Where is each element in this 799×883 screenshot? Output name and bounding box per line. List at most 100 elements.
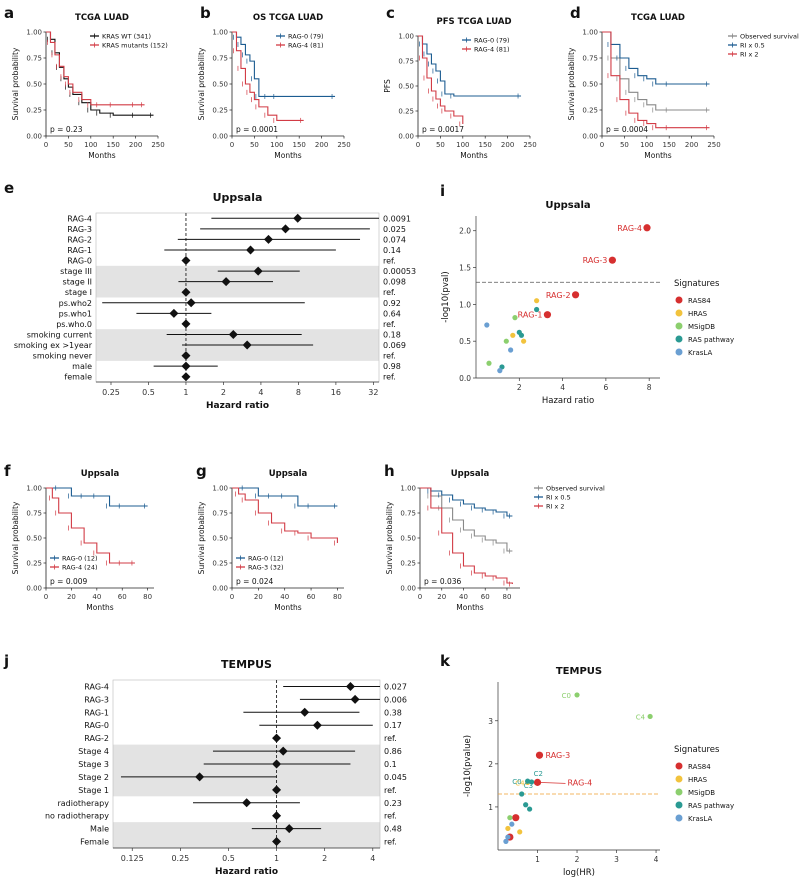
legend-label: MSigDB <box>688 789 715 797</box>
row-label: RAG-1 <box>84 708 109 717</box>
y-tick-label: 0.75 <box>398 58 414 66</box>
row-label: RAG-2 <box>84 734 109 743</box>
x-tick-label: 0 <box>230 593 234 601</box>
data-point <box>534 306 540 313</box>
legend-title: Signatures <box>674 279 720 289</box>
row-label: RAG-4 <box>84 682 109 691</box>
y-tick-label: 0.00 <box>212 585 228 593</box>
data-point <box>527 806 533 812</box>
data-point <box>521 338 527 344</box>
km-panel-b: b OS TCGA LUAD 0 50 100 150 200 250 0.00 0.25 0.50… <box>197 4 351 160</box>
legend-label: RAG-3 (32) <box>248 564 284 572</box>
row-pvalue: 0.86 <box>384 747 402 756</box>
row-band <box>113 744 380 797</box>
row-pvalue: 0.18 <box>383 330 401 339</box>
row-pvalue: ref. <box>384 786 397 795</box>
row-pvalue: 0.00053 <box>383 267 416 276</box>
x-axis-label: Hazard ratio <box>542 396 594 406</box>
data-point <box>508 347 514 353</box>
y-axis-label: Survival probability <box>385 501 394 574</box>
legend-label: HRAS <box>688 776 708 784</box>
legend-label: MSigDB <box>688 323 715 331</box>
y-tick-label: 0.50 <box>26 81 42 89</box>
y-tick-label: 0.25 <box>398 108 414 116</box>
x-tick-label: 0 <box>418 593 422 601</box>
x-tick-label: 50 <box>620 141 629 149</box>
x-tick-label: 0 <box>44 141 48 149</box>
x-tick-label: 80 <box>502 593 511 601</box>
x-tick-label: 1 <box>183 388 188 397</box>
survival-curve <box>46 487 148 507</box>
x-tick-label: 4 <box>370 854 375 863</box>
x-tick-label: 0.125 <box>121 854 144 863</box>
y-tick-label: 1.00 <box>26 485 42 493</box>
hr-diamond <box>312 720 322 730</box>
y-axis-label: Survival probability <box>197 47 206 120</box>
legend-label: KRAS WT (341) <box>102 33 151 41</box>
x-tick-label: 100 <box>270 141 283 149</box>
panel-letter: d <box>570 4 581 22</box>
x-tick-label: 100 <box>640 141 653 149</box>
p-value: p = 0.23 <box>50 125 83 134</box>
panel-letter: j <box>3 652 9 670</box>
y-tick-label: 1 <box>488 803 493 812</box>
x-tick-label: 40 <box>459 593 468 601</box>
panel-letter: i <box>440 182 445 200</box>
data-point <box>505 834 511 840</box>
hr-diamond <box>186 298 196 308</box>
hr-diamond <box>272 759 282 769</box>
panel-title: PFS TCGA LUAD <box>436 17 511 27</box>
data-point <box>574 692 580 698</box>
legend-label: HRAS <box>688 310 708 318</box>
row-label: RAG-0 <box>67 257 92 266</box>
x-axis-label: Months <box>86 603 114 612</box>
y-tick-label: 3 <box>488 717 493 726</box>
data-point <box>505 825 511 832</box>
row-label: female <box>64 373 92 382</box>
row-pvalue: 0.074 <box>383 235 406 244</box>
legend-label: RAG-0 (12) <box>62 555 98 563</box>
row-label: radiotherapy <box>57 799 109 808</box>
x-tick-label: 60 <box>481 593 490 601</box>
hr-diamond <box>221 277 231 287</box>
hr-diamond <box>181 319 191 329</box>
panel-letter: a <box>4 4 14 22</box>
y-axis-label: -log10(pvalue) <box>463 735 473 797</box>
hr-diamond <box>228 329 238 339</box>
y-tick-label: 0.75 <box>400 510 416 518</box>
row-label: ps.who1 <box>59 309 92 318</box>
x-tick-label: 150 <box>479 141 492 149</box>
y-tick-label: 0.0 <box>459 374 471 383</box>
row-label: male <box>72 362 92 371</box>
y-tick-label: 0.50 <box>400 535 416 543</box>
legend-label: RAS pathway <box>688 802 734 810</box>
survival-curve <box>232 31 304 121</box>
hr-diamond <box>272 733 282 743</box>
y-tick-label: 0.75 <box>212 55 228 63</box>
hr-diamond <box>272 837 282 847</box>
point-label: RAG-3 <box>583 256 608 265</box>
x-tick-label: 6 <box>603 383 608 392</box>
legend-dot <box>675 322 683 330</box>
survival-curve <box>420 487 513 552</box>
point-label: RAG-2 <box>546 291 571 300</box>
row-label: RAG-4 <box>67 214 92 223</box>
row-label: ps.who2 <box>59 299 92 308</box>
y-tick-label: 0.75 <box>26 55 42 63</box>
data-point <box>517 829 523 835</box>
row-label: stage II <box>63 278 92 287</box>
y-tick-label: 0.25 <box>26 107 42 115</box>
hr-diamond <box>253 266 263 276</box>
data-point <box>509 821 515 827</box>
data-point <box>512 814 520 822</box>
legend-label: KrasLA <box>688 349 712 357</box>
forest-plot-j: RAG-4 0.027 RAG-3 0.006 RAG-1 0.38 RAG-0 0.17 RA… <box>45 658 407 877</box>
row-label: Male <box>90 825 109 834</box>
x-axis-label: Hazard ratio <box>206 401 269 411</box>
p-value: p = 0.0001 <box>236 125 278 134</box>
row-pvalue: 0.027 <box>384 682 407 691</box>
panel-letter: b <box>200 4 211 22</box>
y-axis-label: Survival probability <box>567 47 576 120</box>
point-label: C2 <box>534 770 543 778</box>
x-tick-label: 200 <box>685 141 698 149</box>
